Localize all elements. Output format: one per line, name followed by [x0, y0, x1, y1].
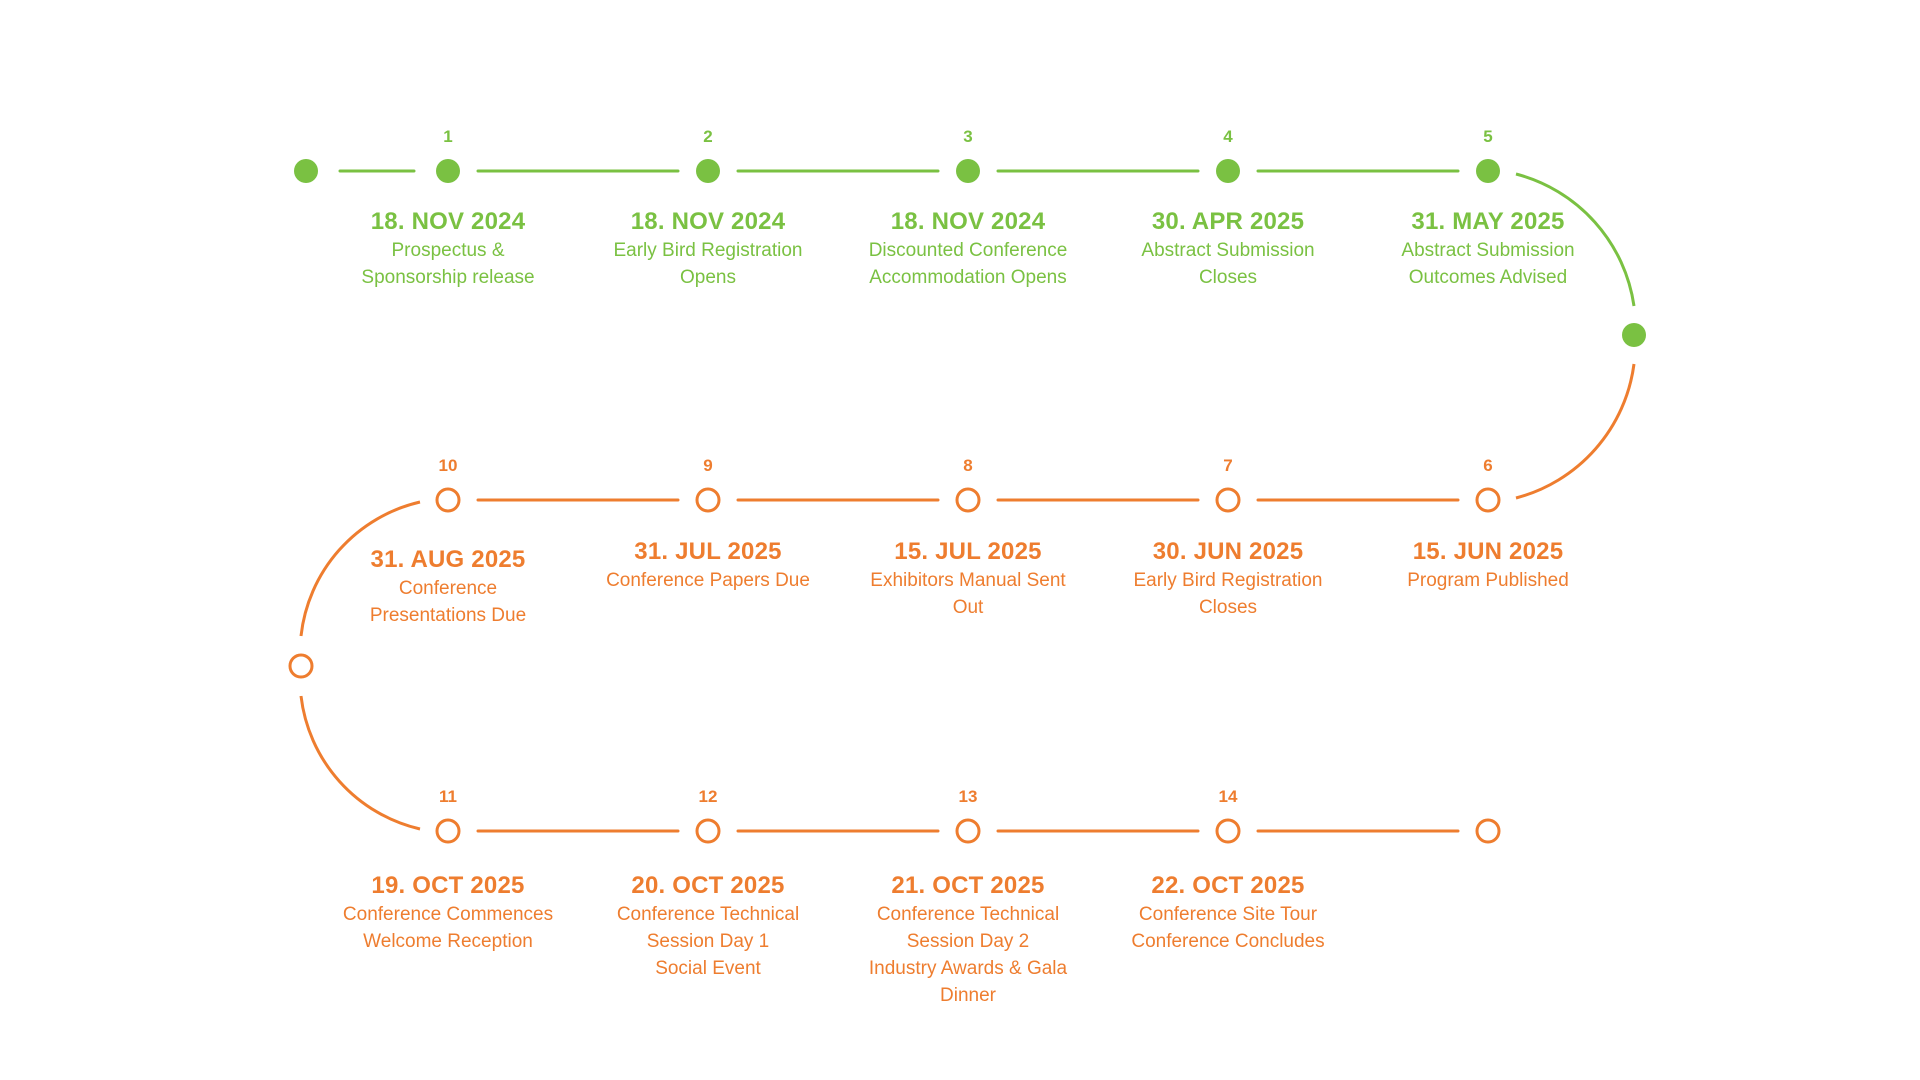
milestone-node: [695, 818, 721, 844]
milestone-label: Early Bird Registration Opens: [613, 240, 803, 288]
milestone-number: 4: [1223, 127, 1233, 146]
milestone-date: 22. OCT 2025: [1151, 872, 1305, 899]
milestone-date: 15. JUN 2025: [1412, 538, 1564, 565]
milestone-14: 22. OCT 2025 Conference Site Tour Confere…: [1108, 871, 1348, 955]
milestone-date: 20. OCT 2025: [631, 872, 785, 899]
milestone-number: 5: [1483, 127, 1493, 146]
milestone-label: Conference Presentations Due: [369, 578, 527, 626]
milestone-number: 11: [439, 787, 457, 806]
milestone-4: 30. APR 2025 Abstract Submission Closes: [1108, 207, 1348, 291]
milestone-date: 18. NOV 2024: [370, 208, 526, 235]
timeline-end-node: [1475, 818, 1501, 844]
milestone-date: 31. MAY 2025: [1411, 208, 1565, 235]
milestone-label: Exhibitors Manual Sent Out: [870, 570, 1066, 618]
milestone-number: 14: [1218, 787, 1238, 806]
milestone-node: [955, 818, 981, 844]
milestone-node: [1216, 159, 1240, 183]
milestone-9: 31. JUL 2025 Conference Papers Due: [588, 537, 828, 594]
milestone-label: Early Bird Registration Closes: [1133, 570, 1323, 618]
timeline-curve: [1515, 172, 1636, 307]
milestone-date: 21. OCT 2025: [891, 872, 1045, 899]
milestone-5: 31. MAY 2025 Abstract Submission Outcomes…: [1368, 207, 1608, 291]
milestone-6: 15. JUN 2025 Program Published: [1368, 537, 1608, 594]
milestone-date: 18. NOV 2024: [890, 208, 1046, 235]
milestone-node: [696, 159, 720, 183]
milestone-node: [435, 818, 461, 844]
timeline-curve: [299, 500, 421, 637]
milestone-node: [435, 487, 461, 513]
milestone-label: Conference Technical Session Day 1 Socia…: [616, 904, 800, 979]
milestone-3: 18. NOV 2024 Discounted Conference Accomm…: [848, 207, 1088, 291]
milestone-1: 18. NOV 2024 Prospectus & Sponsorship rel…: [328, 207, 568, 291]
milestone-number: 13: [958, 787, 978, 806]
timeline-turn-node: [288, 653, 314, 679]
milestone-2: 18. NOV 2024 Early Bird Registration Open…: [588, 207, 828, 291]
milestone-date: 30. JUN 2025: [1152, 538, 1304, 565]
milestone-number: 3: [963, 127, 973, 146]
milestone-7: 30. JUN 2025 Early Bird Registration Clos…: [1108, 537, 1348, 621]
milestone-date: 15. JUL 2025: [894, 538, 1042, 565]
milestone-number: 9: [703, 456, 713, 475]
milestone-node: [1215, 487, 1241, 513]
milestone-label: Conference Commences Welcome Reception: [342, 904, 554, 952]
milestone-10: 31. AUG 2025 Conference Presentations Due: [328, 545, 568, 629]
milestone-node: [1476, 159, 1500, 183]
milestone-date: 19. OCT 2025: [371, 872, 525, 899]
milestone-label: Conference Papers Due: [606, 570, 810, 591]
milestone-label: Abstract Submission Closes: [1141, 240, 1315, 288]
milestone-number: 12: [698, 787, 718, 806]
milestone-node: [1215, 818, 1241, 844]
timeline-curve: [1515, 363, 1636, 500]
milestone-13: 21. OCT 2025 Conference Technical Session…: [848, 871, 1088, 1009]
milestone-date: 30. APR 2025: [1151, 208, 1305, 235]
milestone-number: 6: [1483, 456, 1493, 475]
milestone-12: 20. OCT 2025 Conference Technical Session…: [588, 871, 828, 982]
milestone-label: Prospectus & Sponsorship release: [361, 240, 535, 288]
milestone-date: 31. AUG 2025: [370, 546, 526, 573]
milestone-node: [955, 487, 981, 513]
milestone-node: [956, 159, 980, 183]
milestone-number: 8: [963, 456, 973, 475]
milestone-label: Program Published: [1407, 570, 1569, 591]
milestone-number: 2: [703, 127, 713, 146]
timeline-curve: [299, 695, 421, 831]
milestone-8: 15. JUL 2025 Exhibitors Manual Sent Out: [848, 537, 1088, 621]
milestone-node: [1475, 487, 1501, 513]
timeline-start-node: [294, 159, 318, 183]
milestone-date: 18. NOV 2024: [630, 208, 786, 235]
milestone-label: Abstract Submission Outcomes Advised: [1401, 240, 1575, 288]
milestone-11: 19. OCT 2025 Conference Commences Welcome…: [328, 871, 568, 955]
milestone-label: Conference Technical Session Day 2 Indus…: [868, 904, 1068, 1006]
milestone-node: [695, 487, 721, 513]
milestone-label: Conference Site Tour Conference Conclude…: [1131, 904, 1325, 952]
milestone-number: 10: [438, 456, 458, 475]
timeline-turn-node: [1622, 323, 1646, 347]
milestone-number: 1: [443, 127, 453, 146]
milestone-number: 7: [1223, 456, 1233, 475]
milestone-date: 31. JUL 2025: [634, 538, 782, 565]
milestone-label: Discounted Conference Accommodation Open…: [868, 240, 1068, 288]
milestone-node: [436, 159, 460, 183]
